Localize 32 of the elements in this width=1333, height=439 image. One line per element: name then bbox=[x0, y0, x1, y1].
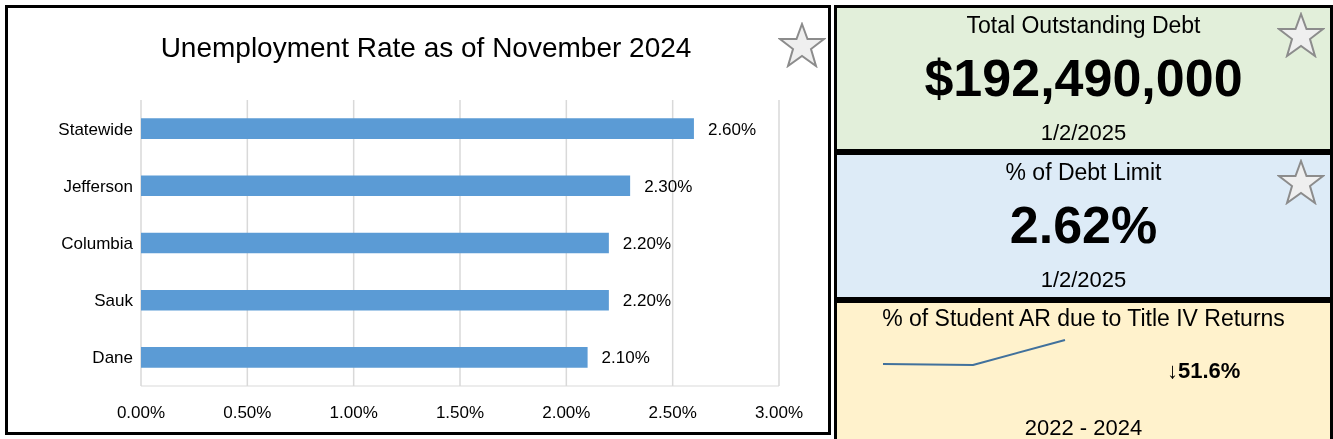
text: 2.62% bbox=[1008, 195, 1159, 255]
bar bbox=[141, 232, 609, 254]
bar bbox=[141, 175, 631, 197]
x-tick-label: 0.00% bbox=[116, 403, 166, 423]
y-tick-label: Dane bbox=[92, 348, 133, 368]
text: % of Debt Limit bbox=[1004, 159, 1163, 186]
y-tick-label: Columbia bbox=[61, 234, 134, 254]
data-label: 2.20% bbox=[622, 234, 672, 254]
x-tick-label: 1.00% bbox=[329, 403, 378, 423]
x-tick-label: 2.50% bbox=[648, 403, 697, 423]
x-tick-label: 1.50% bbox=[435, 403, 485, 423]
data-label: 2.30% bbox=[644, 176, 693, 196]
chart-title: Unemployment Rate as of November 2024 bbox=[159, 32, 693, 64]
x-tick-label: 2.00% bbox=[542, 403, 591, 423]
data-label: 2.60% bbox=[707, 119, 757, 139]
text: 1/2/2025 bbox=[1039, 267, 1128, 293]
text: Total Outstanding Debt bbox=[965, 12, 1202, 39]
text: $192,490,000 bbox=[923, 48, 1244, 108]
data-label: 2.10% bbox=[601, 348, 650, 368]
x-tick-label: 0.50% bbox=[223, 403, 272, 423]
data-label: 2.20% bbox=[622, 291, 672, 311]
text: 1/2/2025 bbox=[1039, 120, 1128, 146]
x-tick-label: 3.00% bbox=[754, 403, 804, 423]
bar bbox=[141, 289, 609, 311]
y-tick-label: Sauk bbox=[94, 291, 134, 311]
bar bbox=[141, 347, 588, 368]
y-tick-label: Jefferson bbox=[63, 176, 133, 196]
text: 2022 - 2024 bbox=[1023, 415, 1144, 439]
bar bbox=[141, 118, 694, 139]
text: ↓51.6% bbox=[1167, 358, 1241, 384]
text: % of Student AR due to Title IV Returns bbox=[881, 305, 1286, 332]
y-tick-label: Statewide bbox=[58, 119, 133, 139]
